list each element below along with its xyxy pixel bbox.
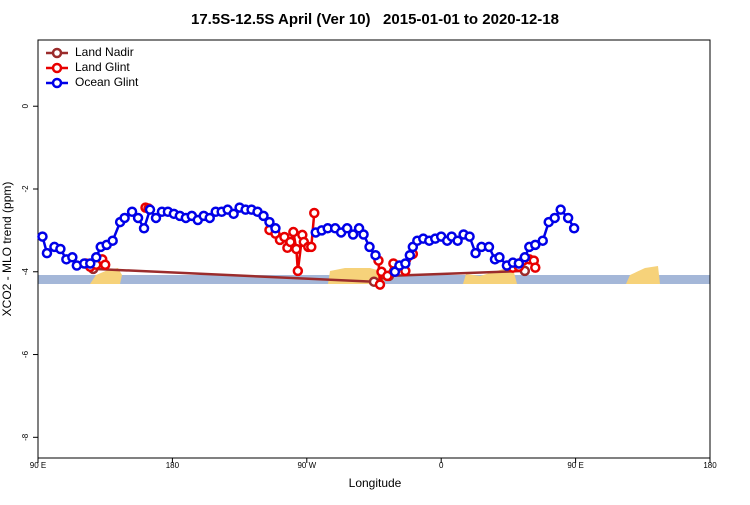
chart-title: 17.5S-12.5S April (Ver 10) 2015-01-01 to… — [191, 11, 559, 28]
point — [306, 241, 317, 253]
point — [41, 247, 53, 259]
point — [55, 243, 66, 255]
point — [264, 216, 275, 228]
land — [463, 265, 517, 284]
point — [107, 235, 118, 246]
point — [483, 241, 495, 253]
point — [144, 204, 156, 215]
point — [138, 223, 150, 234]
y-tick-label: -8 — [21, 433, 30, 441]
point — [513, 258, 525, 269]
x-tick-label: 180 — [703, 461, 717, 470]
point — [568, 223, 580, 234]
point — [537, 235, 548, 246]
point — [119, 212, 130, 224]
legend-marker — [51, 77, 63, 89]
point — [67, 252, 78, 263]
point — [285, 236, 296, 248]
point — [519, 252, 531, 263]
y-axis-label: XCO2 - MLO trend (ppm) — [0, 182, 14, 317]
point — [404, 249, 416, 261]
point — [132, 212, 144, 224]
point — [347, 229, 359, 240]
point — [494, 252, 505, 263]
point — [358, 229, 369, 240]
point — [228, 208, 239, 220]
legend-marker — [51, 47, 63, 59]
legend-label: Land Glint — [75, 60, 130, 74]
x-tick-label: 90 E — [30, 461, 46, 470]
point — [150, 212, 162, 224]
point — [530, 239, 541, 251]
point — [99, 259, 111, 270]
point — [370, 249, 381, 261]
point — [530, 262, 541, 273]
legend-label: Land Nadir — [75, 45, 134, 59]
point — [258, 210, 269, 222]
x-tick-label: 90 E — [567, 461, 583, 470]
plot-frame — [37, 39, 711, 459]
land — [626, 266, 660, 284]
point — [309, 207, 320, 219]
point — [364, 241, 375, 253]
point — [555, 204, 566, 215]
x-axis-label: Longitude — [349, 476, 402, 490]
point — [464, 231, 475, 242]
point — [291, 243, 302, 255]
point — [562, 212, 574, 224]
y-tick-label: 0 — [21, 103, 30, 108]
point — [90, 252, 102, 263]
point — [374, 279, 386, 290]
point — [341, 223, 353, 234]
point — [382, 270, 393, 282]
x-tick-label: 0 — [439, 461, 444, 470]
y-tick-label: -6 — [21, 350, 30, 358]
point — [204, 212, 215, 224]
point — [270, 223, 281, 234]
point — [37, 231, 48, 242]
point — [292, 265, 304, 277]
point — [452, 235, 463, 246]
point — [288, 226, 299, 238]
point — [85, 258, 96, 269]
point — [126, 206, 138, 218]
y-tick-label: -4 — [21, 268, 30, 276]
land — [90, 268, 122, 284]
point — [470, 247, 481, 259]
point — [549, 212, 560, 224]
point — [400, 258, 411, 269]
x-tick-label: 90 W — [297, 461, 316, 470]
x-tick-label: 180 — [166, 461, 180, 470]
legend-marker — [51, 62, 63, 74]
legend-label: Ocean Glint — [75, 75, 139, 89]
y-tick-label: -2 — [21, 185, 30, 193]
